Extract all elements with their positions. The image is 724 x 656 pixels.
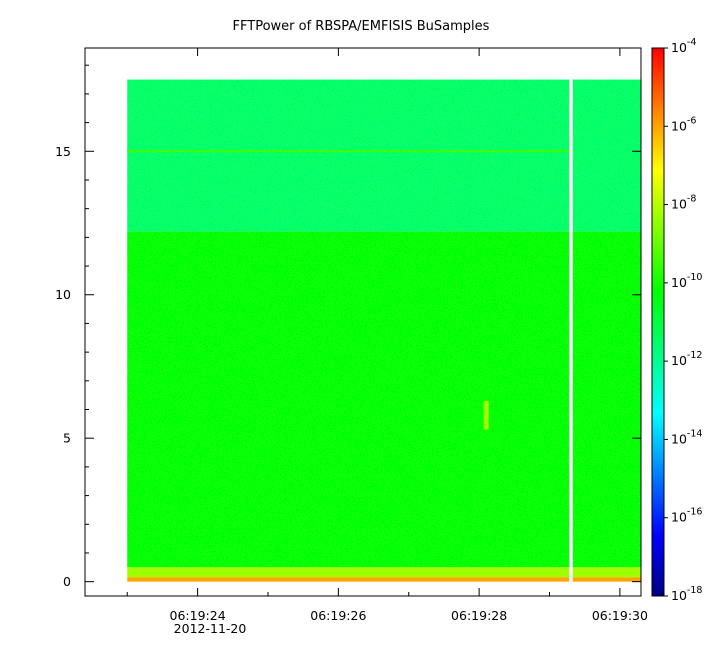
spectrogram-noise <box>127 78 641 583</box>
colorbar-tick-label: 10-18 <box>671 585 702 603</box>
y-axis: 0 5 10 15 <box>55 64 641 589</box>
colorbar-tick-base: 10 <box>671 40 687 55</box>
y-tick-label: 15 <box>55 144 71 159</box>
colorbar-tick-base: 10 <box>671 353 687 368</box>
colorbar-tick-exponent: -18 <box>687 585 703 596</box>
colorbar-tick-exponent: -8 <box>687 194 696 205</box>
x-tick-label: 06:19:30 <box>592 608 648 623</box>
colorbar-gradient <box>651 47 665 597</box>
colorbar-tick-base: 10 <box>671 118 687 133</box>
noise-speckle-cool <box>127 79 641 232</box>
x-date-label: 2012-11-20 <box>174 621 247 636</box>
x-axis: 06:19:24 06:19:26 06:19:28 06:19:30 <box>126 48 648 623</box>
colorbar-tick-label: 10-14 <box>671 428 702 446</box>
colorbar-tick-label: 10-8 <box>671 194 696 212</box>
colorbar-tick-label: 10-4 <box>671 37 696 55</box>
colorbar-tick-label: 10-10 <box>671 272 702 290</box>
colorbar-tick-label: 10-16 <box>671 507 702 525</box>
colorbar-tick-exponent: -14 <box>687 428 703 439</box>
colorbar-tick-exponent: -12 <box>687 350 703 361</box>
colorbar-tick-exponent: -6 <box>687 115 696 126</box>
plot-area <box>84 47 642 597</box>
colorbar-tick-base: 10 <box>671 431 687 446</box>
chart-title: FFTPower of RBSPA/EMFISIS BuSamples <box>233 19 490 34</box>
colorbar-tick-exponent: -10 <box>687 272 703 283</box>
spectrogram-band-3 <box>127 577 641 582</box>
colorbar-tick-label: 10-6 <box>671 115 696 133</box>
spectrogram-band-2 <box>127 567 641 578</box>
data-gap <box>569 78 573 583</box>
colorbar-tick-base: 10 <box>671 588 687 603</box>
colorbar-tick-base: 10 <box>671 510 687 525</box>
plot-frame <box>84 47 642 597</box>
y-tick-label: 5 <box>63 431 71 446</box>
x-tick-label: 06:19:28 <box>451 608 507 623</box>
colorbar-tick-base: 10 <box>671 275 687 290</box>
y-tick-label: 0 <box>63 574 71 589</box>
colorbar-tick-exponent: -4 <box>687 37 696 48</box>
x-tick-label: 06:19:26 <box>310 608 366 623</box>
y-tick-label: 10 <box>55 287 71 302</box>
colorbar-tick-base: 10 <box>671 197 687 212</box>
colorbar-tick-exponent: -16 <box>687 507 703 518</box>
colorbar-tick-label: 10-12 <box>671 350 702 368</box>
x-tick-label: 06:19:24 <box>170 608 226 623</box>
